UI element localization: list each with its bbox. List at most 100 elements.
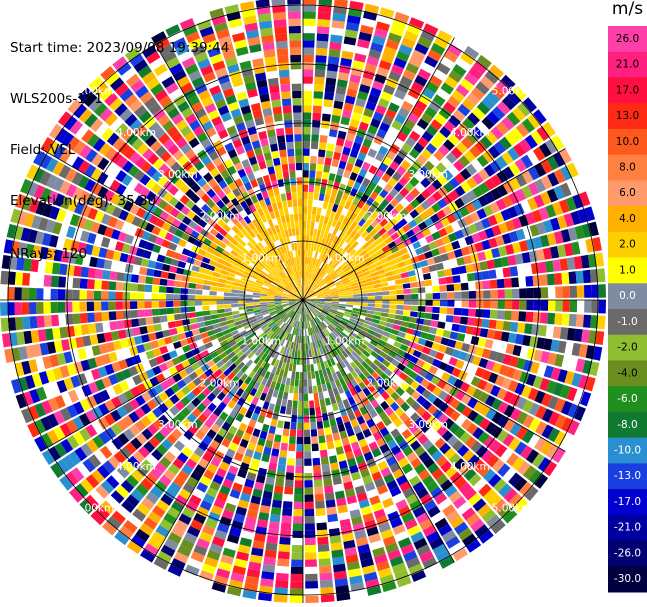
range-gate	[386, 254, 395, 262]
range-gate	[497, 289, 505, 299]
range-gate	[222, 377, 231, 386]
range-gate	[404, 182, 415, 192]
range-gate	[220, 42, 234, 53]
range-gate	[272, 411, 279, 420]
colorbar-scale: 26.021.017.013.010.08.06.04.02.01.00.0-1…	[608, 26, 647, 593]
range-gate	[120, 127, 134, 141]
range-gate	[187, 288, 196, 295]
colorbar-tick-label: 8.0	[619, 162, 636, 174]
range-gate	[344, 286, 353, 291]
range-gate	[358, 121, 369, 132]
range-gate	[375, 264, 384, 271]
range-gate	[444, 224, 454, 235]
range-gate	[289, 302, 297, 306]
range-gate	[276, 328, 282, 335]
range-gate	[147, 260, 157, 269]
range-gate	[318, 149, 326, 158]
range-gate	[383, 222, 393, 232]
range-gate	[53, 144, 66, 160]
range-gate	[507, 90, 522, 106]
range-gate	[129, 301, 138, 310]
range-gate	[474, 220, 485, 232]
range-gate	[175, 390, 186, 400]
range-gate	[359, 84, 371, 94]
range-gate	[428, 349, 438, 358]
range-gate	[425, 300, 433, 306]
range-gate	[303, 112, 312, 120]
range-gate	[134, 124, 148, 137]
range-gate	[495, 352, 506, 364]
range-gate	[245, 359, 254, 368]
range-gate	[512, 345, 522, 357]
range-gate	[305, 286, 309, 294]
range-gate	[288, 310, 294, 317]
range-gate	[486, 514, 501, 529]
range-gate	[111, 510, 126, 525]
range-gate	[287, 251, 292, 259]
range-gate	[309, 280, 314, 288]
range-gate	[235, 323, 244, 330]
range-gate	[305, 559, 317, 567]
range-gate	[371, 471, 383, 482]
range-gate	[307, 279, 311, 287]
range-gate	[21, 302, 30, 315]
range-gate	[368, 267, 377, 274]
range-gate	[374, 332, 383, 339]
range-gate	[261, 497, 272, 507]
range-gate	[251, 547, 264, 557]
range-gate	[258, 592, 273, 602]
range-gate	[58, 164, 71, 179]
range-gate	[154, 236, 165, 246]
range-gate	[237, 168, 247, 178]
range-gate	[279, 76, 290, 85]
range-gate	[259, 272, 267, 279]
range-gate	[296, 429, 303, 438]
range-gate	[488, 473, 502, 488]
range-gate	[214, 529, 228, 541]
range-gate	[448, 189, 460, 201]
range-gate	[354, 348, 362, 356]
range-gate	[319, 565, 332, 574]
range-gate	[300, 343, 303, 351]
range-gate	[379, 574, 395, 586]
colorbar-segment	[608, 489, 647, 516]
range-gate	[392, 324, 401, 331]
range-gate	[354, 215, 362, 224]
range-gate	[558, 199, 570, 214]
range-gate	[289, 273, 294, 281]
range-gate	[87, 232, 97, 244]
range-gate	[447, 300, 455, 307]
range-gate	[245, 516, 257, 526]
range-gate	[230, 572, 245, 583]
range-gate	[367, 249, 376, 257]
range-gate	[570, 210, 582, 225]
range-gate	[426, 444, 439, 456]
range-gate	[303, 300, 305, 308]
range-gate	[193, 544, 208, 556]
range-gate	[537, 457, 552, 472]
range-gate	[264, 115, 274, 124]
range-gate	[295, 162, 302, 171]
range-gate	[378, 273, 387, 279]
range-gate	[441, 372, 451, 382]
range-gate	[363, 378, 372, 387]
range-gate	[282, 347, 288, 355]
range-gate	[274, 209, 280, 218]
range-gate	[270, 506, 282, 516]
range-gate	[380, 208, 389, 218]
range-gate	[98, 87, 114, 102]
range-gate	[424, 217, 434, 227]
range-gate	[417, 434, 429, 445]
range-gate	[78, 190, 90, 204]
range-gate	[182, 344, 191, 353]
range-gate	[366, 526, 379, 537]
range-gate	[384, 342, 393, 350]
range-gate	[295, 313, 299, 321]
range-gate	[352, 307, 360, 312]
range-gate	[213, 250, 222, 258]
range-gate	[317, 303, 325, 306]
range-gate	[115, 371, 126, 383]
range-gate	[84, 179, 96, 192]
range-gate	[253, 287, 262, 291]
